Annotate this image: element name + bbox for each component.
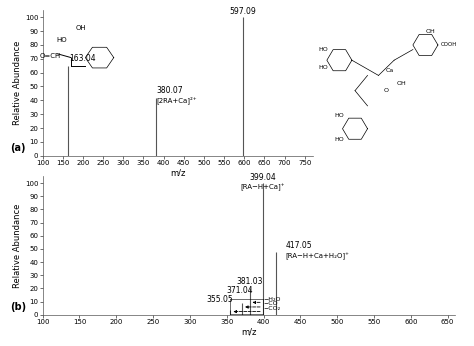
- Y-axis label: Relative Abundance: Relative Abundance: [13, 203, 22, 288]
- Text: O: O: [384, 88, 389, 93]
- Y-axis label: Relative Abundance: Relative Abundance: [13, 41, 22, 125]
- Text: HO: HO: [56, 37, 67, 43]
- Text: 380.07: 380.07: [156, 86, 183, 95]
- Text: O=CH: O=CH: [40, 53, 61, 58]
- Text: 355.05: 355.05: [206, 295, 233, 304]
- X-axis label: m/z: m/z: [170, 169, 185, 177]
- Text: OH: OH: [397, 81, 407, 85]
- Text: HO: HO: [319, 65, 328, 70]
- Text: [2RA+Ca]²⁺: [2RA+Ca]²⁺: [156, 97, 197, 104]
- Text: −CO: −CO: [264, 301, 278, 307]
- Text: [RA−H+Ca]⁺: [RA−H+Ca]⁺: [241, 183, 285, 191]
- Text: OH: OH: [425, 29, 435, 34]
- Text: Ca: Ca: [385, 69, 393, 73]
- Text: HO: HO: [335, 112, 344, 118]
- Text: (b): (b): [9, 302, 26, 312]
- Text: HO: HO: [319, 47, 328, 52]
- Text: 417.05: 417.05: [286, 241, 312, 250]
- Text: COOH: COOH: [441, 43, 457, 47]
- Text: 597.09: 597.09: [230, 7, 256, 16]
- Text: 381.03: 381.03: [237, 277, 263, 286]
- X-axis label: m/z: m/z: [241, 328, 256, 337]
- Text: 163.04: 163.04: [69, 54, 95, 63]
- Text: −H₂O: −H₂O: [264, 297, 281, 302]
- Text: OH: OH: [75, 25, 86, 31]
- Text: 399.04: 399.04: [249, 173, 276, 182]
- Text: 371.04: 371.04: [227, 286, 253, 295]
- Text: (a): (a): [10, 143, 26, 153]
- Text: HO: HO: [335, 137, 344, 142]
- Text: −CO₂: −CO₂: [264, 306, 281, 311]
- Text: [RA−H+Ca+H₂O]⁺: [RA−H+Ca+H₂O]⁺: [286, 252, 349, 260]
